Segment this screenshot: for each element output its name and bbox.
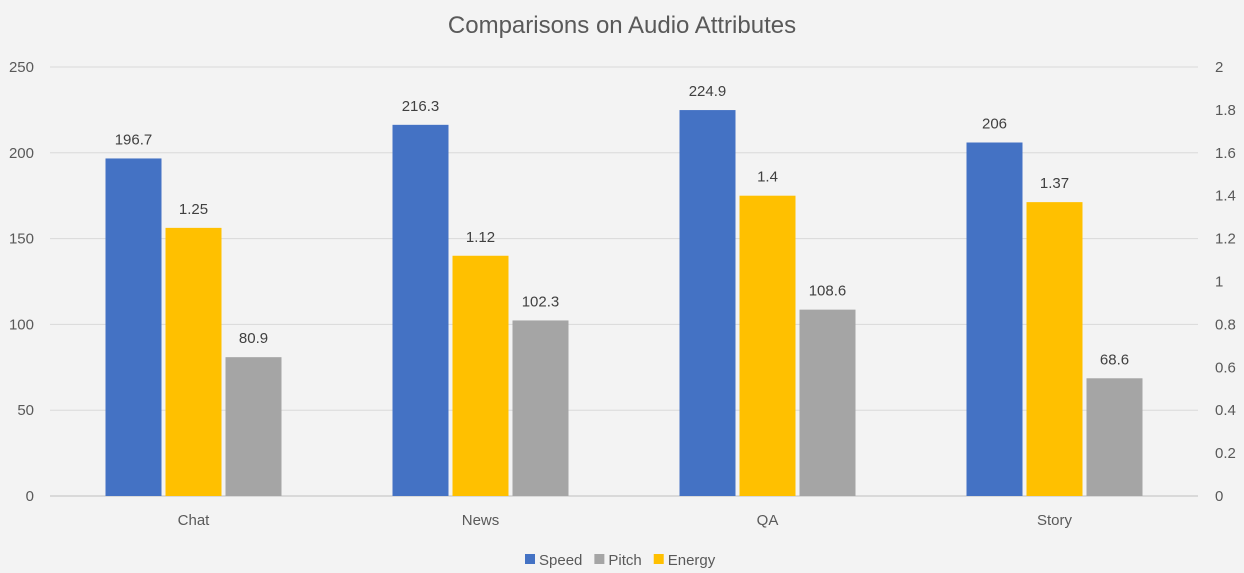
data-label: 1.37 (1040, 175, 1069, 192)
data-label: 1.4 (757, 169, 778, 186)
data-label: 206 (982, 116, 1007, 133)
left-tick-label: 250 (9, 59, 34, 76)
bar-speed (966, 142, 1023, 496)
legend: Speed Pitch Energy (525, 552, 716, 569)
bar-pitch (1086, 378, 1143, 496)
left-tick-label: 100 (9, 316, 34, 333)
left-tick-label: 50 (17, 402, 34, 419)
bar-energy (1026, 202, 1083, 496)
bar-speed (392, 124, 449, 497)
right-tick-label: 0.8 (1215, 316, 1236, 333)
right-tick-label: 0 (1215, 488, 1223, 505)
data-label: 68.6 (1100, 351, 1129, 368)
gridlines (50, 66, 1198, 497)
chart-title: Comparisons on Audio Attributes (448, 12, 796, 39)
legend-swatch-energy (653, 554, 664, 564)
data-label: 196.7 (115, 131, 153, 148)
left-axis-ticks: 0 50 100 150 200 250 (9, 59, 34, 505)
left-tick-label: 150 (9, 231, 34, 248)
right-tick-label: 0.2 (1215, 445, 1236, 462)
bar-energy (452, 255, 509, 496)
right-tick-label: 0.4 (1215, 402, 1236, 419)
right-tick-label: 1 (1215, 274, 1223, 291)
right-tick-label: 1.4 (1215, 188, 1236, 205)
bar-energy (165, 227, 222, 496)
right-axis-ticks: 0 0.2 0.4 0.6 0.8 1 1.2 1.4 1.6 1.8 2 (1215, 59, 1236, 505)
bar-energy (739, 195, 796, 496)
data-label: 102.3 (522, 293, 560, 310)
data-label: 108.6 (809, 283, 847, 300)
category-label: Story (1037, 512, 1073, 529)
category-label: QA (757, 512, 779, 529)
data-label: 216.3 (402, 98, 440, 115)
legend-swatch-speed (525, 554, 535, 564)
right-tick-label: 1.8 (1215, 102, 1236, 119)
data-label: 1.25 (179, 201, 208, 218)
data-label: 224.9 (689, 83, 727, 100)
right-tick-label: 1.2 (1215, 231, 1236, 248)
legend-label: Pitch (608, 552, 641, 569)
category-label: News (462, 512, 500, 529)
data-label: 1.12 (466, 229, 495, 246)
bars (105, 110, 1143, 497)
data-labels: 196.7 1.25 80.9 216.3 1.12 102.3 224.9 1.4 108.6… (115, 83, 1129, 368)
bar-pitch (799, 309, 856, 496)
left-tick-label: 0 (26, 488, 34, 505)
legend-label: Energy (668, 552, 716, 569)
category-labels: Chat News QA Story (178, 512, 1073, 529)
legend-swatch-pitch (594, 554, 605, 564)
data-label: 80.9 (239, 330, 268, 347)
left-tick-label: 200 (9, 145, 34, 162)
legend-label: Speed (539, 552, 582, 569)
category-label: Chat (178, 512, 211, 529)
bar-pitch (512, 320, 569, 496)
bar-pitch (225, 357, 282, 496)
right-tick-label: 1.6 (1215, 145, 1236, 162)
bar-speed (105, 158, 162, 496)
bar-speed (679, 110, 736, 497)
right-tick-label: 2 (1215, 59, 1223, 76)
right-tick-label: 0.6 (1215, 359, 1236, 376)
